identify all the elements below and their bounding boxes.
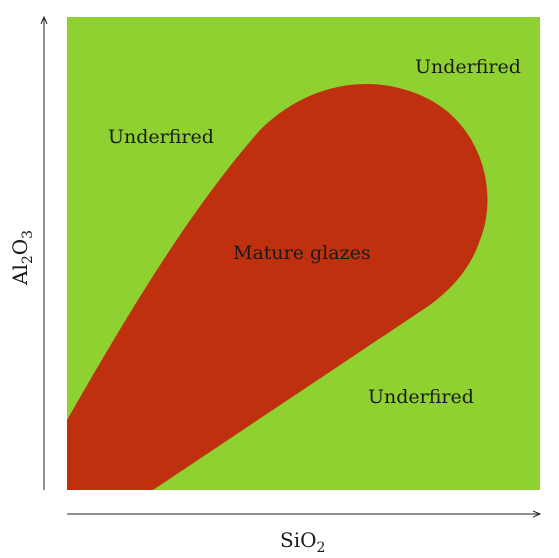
label-underfired-top-right: Underfired xyxy=(415,56,521,78)
y-axis-label-sub2: 3 xyxy=(20,230,36,239)
mature-glazes-region xyxy=(67,83,488,490)
x-axis-label-sub: 2 xyxy=(317,540,326,556)
y-axis-label-o: O xyxy=(8,239,32,255)
label-underfired-top-left: Underfired xyxy=(108,126,214,148)
label-underfired-bottom-right: Underfired xyxy=(368,386,474,408)
y-axis-label: Al2O3 xyxy=(8,230,36,286)
x-axis-label: SiO2 xyxy=(280,528,325,556)
y-axis-label-al: Al xyxy=(8,264,32,286)
x-axis-label-base: SiO xyxy=(280,528,317,552)
svg-text:Al2O3: Al2O3 xyxy=(8,230,36,286)
label-mature-glazes: Mature glazes xyxy=(233,242,371,264)
y-axis-label-sub1: 2 xyxy=(20,255,36,264)
